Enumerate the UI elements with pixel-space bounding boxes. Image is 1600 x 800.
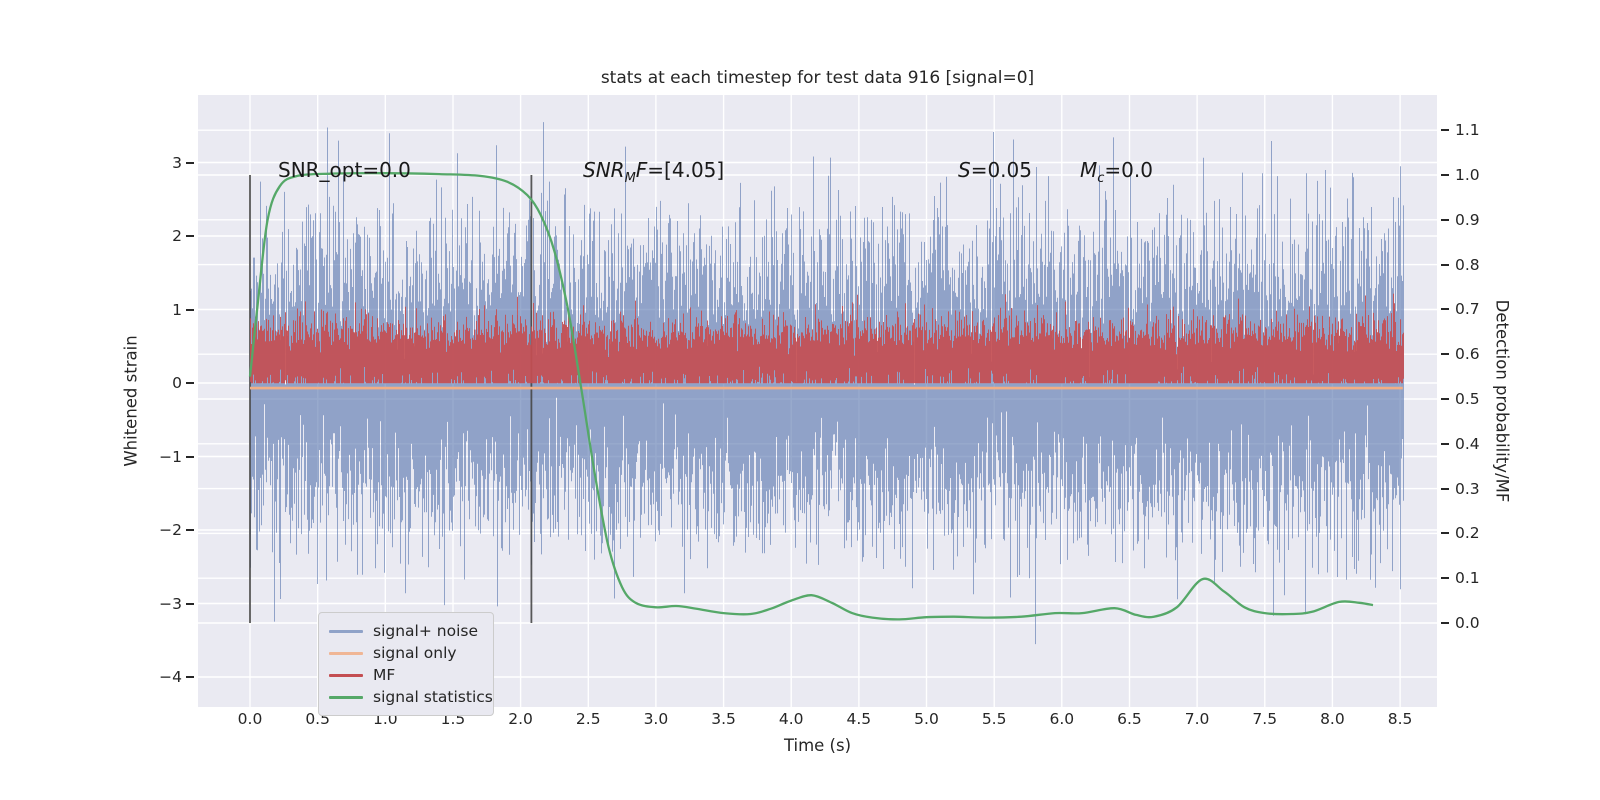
y-tick-label-left: 2 <box>172 227 182 245</box>
y-tick-label-right: 0.9 <box>1455 210 1480 229</box>
y-tick-label-right: 0.1 <box>1455 569 1480 588</box>
y-tick-label-right: 1.1 <box>1455 121 1480 140</box>
y-tick-mark-right <box>1441 263 1449 266</box>
x-axis-label: Time (s) <box>783 736 852 755</box>
series-mf <box>250 293 1404 384</box>
y-tick-label-left: 3 <box>172 153 182 172</box>
y-tick-mark-right <box>1441 218 1449 221</box>
y-tick-label-right: 0.4 <box>1455 434 1480 453</box>
y-tick-label-right: 0.6 <box>1455 345 1480 364</box>
x-tick-label: 2.5 <box>575 710 601 728</box>
x-tick-label: 3.0 <box>643 710 669 728</box>
legend: signal+ noise signal only MF signal statist… <box>318 612 494 716</box>
x-tick-label: 8.0 <box>1320 710 1345 728</box>
y-axis-label-left: Whitened strain <box>121 335 141 467</box>
legend-label: signal statistics <box>373 688 493 706</box>
legend-line-swatch <box>329 629 363 633</box>
y-tick-mark-right <box>1441 442 1449 445</box>
signal-window-vlines <box>249 175 533 623</box>
chart-canvas <box>198 95 1437 707</box>
y-tick-label-left: −3 <box>159 594 182 613</box>
annotation-s-stat: S=0.05 <box>958 158 1032 182</box>
y-tick-mark-left <box>186 602 194 605</box>
y-tick-mark-left <box>186 529 194 531</box>
y-tick-mark-right <box>1441 174 1449 176</box>
y-tick-label-right: 0.5 <box>1455 390 1480 408</box>
y-tick-mark-left <box>186 161 194 164</box>
y-tick-mark-left <box>186 308 194 311</box>
y-tick-mark-right <box>1441 398 1449 400</box>
annotation-snr-mf: SNRMF=[4.05] <box>583 158 724 186</box>
annotation-text: =0.05 <box>970 158 1032 182</box>
x-tick-label: 6.0 <box>1049 710 1075 728</box>
annotation-snr-opt: SNR_opt=0.0 <box>278 158 411 182</box>
plot-area <box>198 95 1437 707</box>
annotation-text: M <box>1080 158 1098 182</box>
annotation-m-chirp: Mc=0.0 <box>1080 158 1153 186</box>
series-signal-statistics <box>248 172 1374 621</box>
y-tick-label-left: 0 <box>172 374 182 392</box>
y-tick-label-right: 1.0 <box>1455 166 1480 184</box>
y-tick-mark-left <box>186 235 194 237</box>
y-tick-label-left: −4 <box>159 668 182 686</box>
y-tick-mark-left <box>186 382 194 384</box>
y-tick-label-right: 0.7 <box>1455 300 1480 319</box>
annotation-text: SNR <box>583 158 625 182</box>
annotation-text: SNR_opt=0.0 <box>278 158 411 182</box>
x-tick-label: 5.0 <box>914 710 939 728</box>
x-tick-label: 4.0 <box>778 710 804 728</box>
annotation-text: M <box>624 171 636 186</box>
x-tick-label: 0.0 <box>237 710 263 728</box>
x-tick-label: 7.5 <box>1252 710 1278 728</box>
y-tick-mark-right <box>1441 353 1449 356</box>
x-tick-label: 6.5 <box>1117 710 1142 728</box>
y-tick-label-left: −2 <box>159 521 182 539</box>
y-tick-mark-right <box>1441 129 1449 132</box>
legend-line-swatch <box>329 695 363 699</box>
legend-line-swatch <box>329 673 363 677</box>
legend-label: signal only <box>373 644 457 662</box>
legend-item: MF <box>329 664 483 686</box>
legend-line-swatch <box>329 651 363 655</box>
legend-item: signal+ noise <box>329 620 483 642</box>
y-tick-mark-right <box>1441 487 1449 490</box>
y-tick-label-right: 0.8 <box>1455 255 1480 274</box>
annotation-text: F <box>635 158 648 182</box>
x-tick-label: 5.5 <box>981 710 1007 728</box>
x-tick-label: 7.0 <box>1184 710 1210 728</box>
y-tick-label-right: 0.2 <box>1455 524 1480 543</box>
x-tick-label: 8.5 <box>1387 710 1413 728</box>
y-tick-label-left: 1 <box>172 300 182 319</box>
y-tick-mark-left <box>186 455 194 458</box>
y-tick-mark-right <box>1441 622 1449 624</box>
y-axis-label-right: Detection probability/MF <box>1492 299 1512 503</box>
annotation-text: S <box>958 158 971 182</box>
y-tick-label-left: −1 <box>159 447 182 466</box>
annotation-text: =0.0 <box>1104 158 1153 182</box>
chart-title: stats at each timestep for test data 916… <box>600 68 1035 88</box>
y-tick-label-right: 0.3 <box>1455 479 1480 498</box>
y-tick-mark-right <box>1441 577 1449 580</box>
x-tick-label: 4.5 <box>846 710 872 728</box>
y-tick-mark-right <box>1441 308 1449 311</box>
y-tick-label-right: 0.0 <box>1455 614 1480 632</box>
annotation-text: =[4.05] <box>647 158 725 182</box>
y-tick-mark-right <box>1441 532 1449 535</box>
legend-item: signal only <box>329 642 483 664</box>
y-tick-mark-left <box>186 676 194 678</box>
x-tick-label: 3.5 <box>711 710 736 728</box>
legend-item: signal statistics <box>329 686 493 708</box>
x-tick-label: 2.0 <box>508 710 533 728</box>
annotation-text: c <box>1097 171 1105 186</box>
legend-label: MF <box>373 666 396 684</box>
legend-label: signal+ noise <box>373 622 478 640</box>
